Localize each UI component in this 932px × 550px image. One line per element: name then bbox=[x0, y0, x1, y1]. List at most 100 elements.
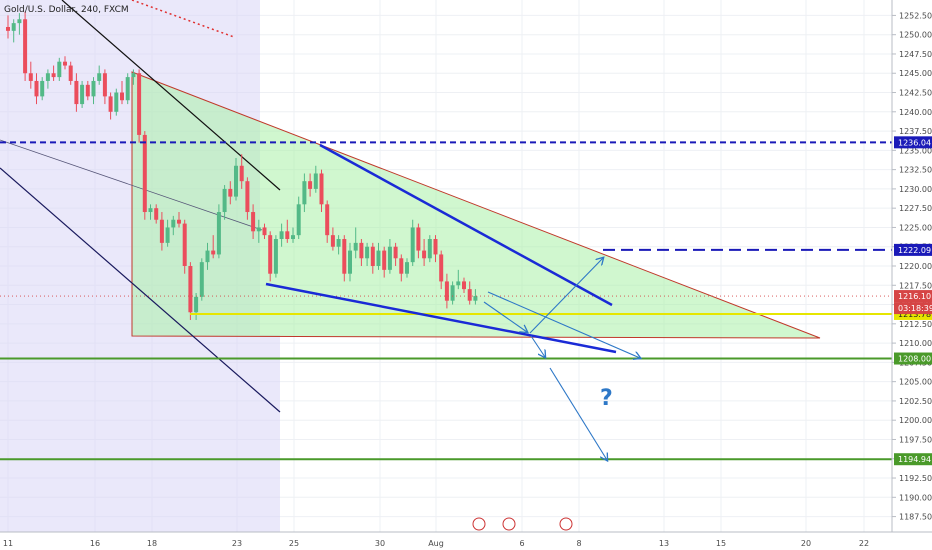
candle-body[interactable] bbox=[165, 227, 170, 243]
candle-body[interactable] bbox=[137, 73, 142, 135]
candle-body[interactable] bbox=[57, 61, 62, 78]
us-flag-icon[interactable] bbox=[472, 517, 486, 531]
candle-body[interactable] bbox=[285, 231, 290, 240]
candle-body[interactable] bbox=[40, 80, 45, 97]
candle-body[interactable] bbox=[102, 73, 107, 97]
candle-body[interactable] bbox=[467, 289, 472, 301]
arrow-short-down[interactable] bbox=[530, 335, 545, 357]
candle-body[interactable] bbox=[365, 246, 370, 259]
us-flag-icon[interactable] bbox=[559, 517, 573, 531]
candle-body[interactable] bbox=[439, 254, 444, 282]
candle-body[interactable] bbox=[142, 134, 147, 213]
candle-body[interactable] bbox=[148, 208, 153, 213]
candle-body[interactable] bbox=[279, 231, 284, 240]
candle-body[interactable] bbox=[336, 239, 341, 247]
candle-body[interactable] bbox=[308, 181, 313, 189]
candle-body[interactable] bbox=[370, 246, 375, 266]
candle-body[interactable] bbox=[330, 235, 335, 247]
candle-body[interactable] bbox=[171, 219, 176, 228]
candle-body[interactable] bbox=[359, 242, 364, 259]
candle-body[interactable] bbox=[239, 165, 244, 182]
candle-body[interactable] bbox=[325, 204, 330, 236]
candle-body[interactable] bbox=[188, 266, 193, 313]
candle-body[interactable] bbox=[348, 250, 352, 274]
candle-body[interactable] bbox=[97, 73, 102, 81]
candle-body[interactable] bbox=[410, 227, 415, 263]
candle-body[interactable] bbox=[405, 262, 409, 274]
candle-body[interactable] bbox=[450, 285, 455, 301]
time-scale[interactable] bbox=[0, 532, 932, 550]
arrow-right-down[interactable] bbox=[487, 291, 640, 358]
candle-body[interactable] bbox=[205, 250, 210, 263]
candle-body[interactable] bbox=[91, 80, 96, 97]
candle-body[interactable] bbox=[422, 250, 427, 259]
candle-body[interactable] bbox=[353, 242, 358, 251]
candle-body[interactable] bbox=[23, 19, 28, 74]
candle-body[interactable] bbox=[416, 227, 421, 251]
candle-body[interactable] bbox=[216, 212, 221, 255]
candle-body[interactable] bbox=[108, 96, 113, 112]
candle-body[interactable] bbox=[114, 92, 119, 112]
candle-body[interactable] bbox=[319, 173, 324, 205]
candle-body[interactable] bbox=[177, 219, 181, 224]
candle-body[interactable] bbox=[17, 19, 22, 24]
candle-body[interactable] bbox=[80, 84, 85, 105]
candle-body[interactable] bbox=[399, 258, 404, 274]
candle-body[interactable] bbox=[45, 73, 50, 81]
candle-body[interactable] bbox=[296, 204, 301, 236]
candle-body[interactable] bbox=[234, 165, 238, 197]
candle-body[interactable] bbox=[228, 188, 233, 197]
arrow-down-to-wedge[interactable] bbox=[483, 301, 527, 332]
candle-body[interactable] bbox=[456, 281, 461, 286]
candle-body[interactable] bbox=[444, 281, 449, 301]
red-dotted-trend[interactable] bbox=[131, 0, 235, 38]
candle-body[interactable] bbox=[376, 250, 381, 266]
candle-body[interactable] bbox=[211, 250, 216, 255]
candle-body[interactable] bbox=[273, 239, 278, 274]
price-scale[interactable] bbox=[892, 0, 932, 532]
candle-body[interactable] bbox=[427, 239, 432, 259]
candle-body[interactable] bbox=[251, 212, 256, 232]
candle-body[interactable] bbox=[342, 239, 347, 274]
candle-body[interactable] bbox=[262, 227, 267, 236]
economic-events[interactable] bbox=[472, 517, 573, 531]
candle-body[interactable] bbox=[473, 296, 478, 301]
candle-body[interactable] bbox=[125, 77, 130, 101]
candle-body[interactable] bbox=[302, 181, 307, 205]
candle-body[interactable] bbox=[462, 281, 466, 290]
candle-body[interactable] bbox=[194, 296, 199, 313]
candle-body[interactable] bbox=[313, 173, 318, 189]
candle-body[interactable] bbox=[131, 73, 136, 78]
candle-body[interactable] bbox=[120, 92, 124, 101]
candle-body[interactable] bbox=[199, 262, 204, 297]
candle-body[interactable] bbox=[11, 23, 16, 31]
arrow-long-down[interactable] bbox=[549, 367, 607, 460]
us-flag-icon[interactable] bbox=[502, 517, 516, 531]
channel-lower-line[interactable] bbox=[0, 167, 281, 413]
candle-body[interactable] bbox=[34, 80, 39, 97]
candle-body[interactable] bbox=[268, 235, 273, 274]
candle-body[interactable] bbox=[28, 73, 33, 81]
candle-body[interactable] bbox=[182, 223, 187, 266]
candle-body[interactable] bbox=[51, 73, 56, 78]
candle-body[interactable] bbox=[393, 246, 398, 259]
candle-body[interactable] bbox=[291, 235, 295, 240]
candle-body[interactable] bbox=[222, 188, 227, 213]
candle-body[interactable] bbox=[154, 208, 159, 220]
arrow-up-breakout[interactable] bbox=[529, 258, 603, 334]
wedge-lower-line[interactable] bbox=[265, 282, 617, 354]
candle-body[interactable] bbox=[74, 80, 79, 105]
channel-upper-line[interactable] bbox=[61, 0, 281, 191]
candle-body[interactable] bbox=[68, 65, 73, 81]
candle-body[interactable] bbox=[382, 250, 387, 270]
candle-body[interactable] bbox=[245, 181, 250, 213]
candle-body[interactable] bbox=[433, 239, 438, 255]
candle-body[interactable] bbox=[256, 227, 261, 232]
wedge-upper-line[interactable] bbox=[319, 143, 613, 307]
candle-body[interactable] bbox=[6, 26, 10, 31]
candle-body[interactable] bbox=[85, 84, 90, 97]
candle-body[interactable] bbox=[387, 246, 392, 270]
candle-body[interactable] bbox=[63, 61, 67, 66]
candle-body[interactable] bbox=[159, 219, 164, 243]
